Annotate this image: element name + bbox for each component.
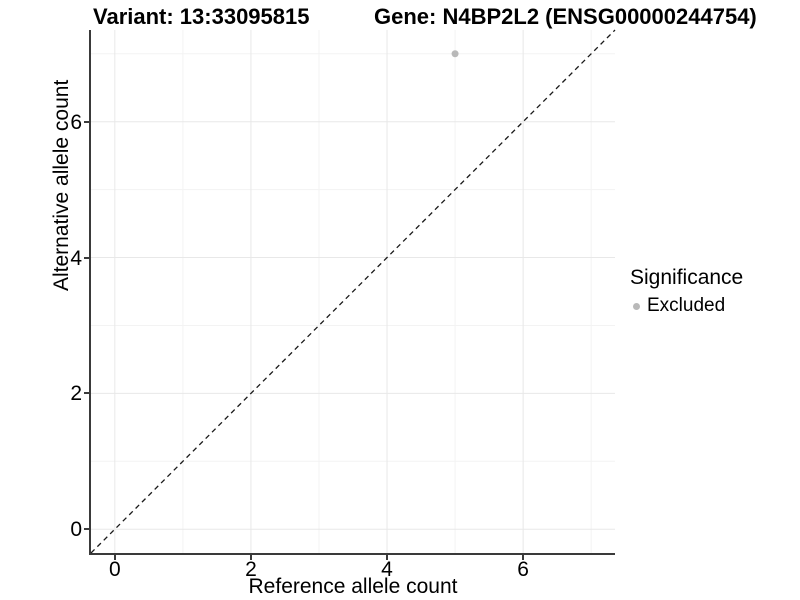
y-tick-label: 2 bbox=[70, 382, 82, 406]
legend-entry-label: Excluded bbox=[647, 295, 726, 316]
y-tick-label: 6 bbox=[70, 110, 82, 134]
y-tick-label: 0 bbox=[70, 518, 82, 542]
legend-entry-excluded: Excluded bbox=[630, 295, 743, 317]
plot-title-gene: Gene: N4BP2L2 (ENSG00000244754) bbox=[374, 4, 757, 29]
excluded-point-icon bbox=[633, 302, 640, 310]
plot-panel bbox=[89, 29, 616, 555]
plot-title-variant: Variant: 13:33095815 bbox=[93, 4, 310, 29]
y-tick-label: 4 bbox=[70, 246, 82, 270]
x-tick-label: 6 bbox=[517, 558, 529, 581]
x-tick-mark bbox=[249, 555, 252, 560]
x-tick-label: 0 bbox=[108, 558, 121, 581]
x-axis-title: Reference allele count bbox=[248, 575, 458, 598]
y-tick-mark bbox=[84, 256, 89, 259]
identity-dashed-line bbox=[90, 29, 616, 554]
legend: Significance Excluded bbox=[630, 266, 743, 317]
plot-canvas bbox=[90, 29, 616, 554]
x-tick-mark bbox=[386, 555, 389, 560]
x-tick-mark bbox=[113, 555, 116, 560]
y-tick-mark bbox=[84, 392, 89, 395]
x-tick-label: 4 bbox=[381, 558, 393, 581]
x-tick-label: 2 bbox=[245, 558, 257, 581]
data-point bbox=[451, 50, 459, 58]
y-tick-mark bbox=[84, 528, 89, 531]
y-tick-mark bbox=[84, 120, 89, 123]
legend-title: Significance bbox=[630, 266, 744, 289]
x-tick-mark bbox=[522, 555, 525, 560]
